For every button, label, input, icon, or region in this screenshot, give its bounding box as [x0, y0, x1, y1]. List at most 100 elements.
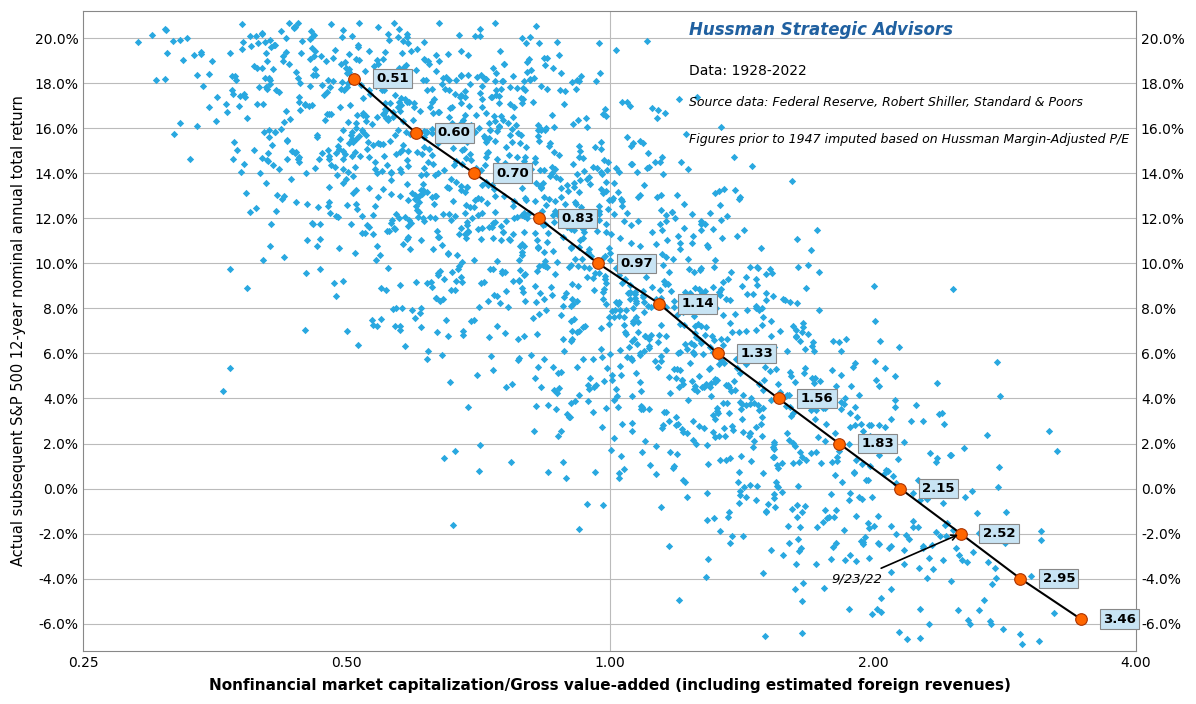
- Point: [456, 92, 475, 103]
- Point: [795, 363, 814, 374]
- Point: [341, 99, 360, 111]
- Point: [426, 190, 445, 201]
- Point: [266, 127, 285, 138]
- Point: [441, 285, 460, 296]
- Point: [401, 244, 420, 255]
- Point: [515, 84, 535, 95]
- Point: [585, 142, 604, 153]
- Point: [548, 388, 567, 399]
- Point: [462, 154, 481, 165]
- Point: [551, 191, 570, 203]
- Point: [660, 446, 679, 458]
- Point: [263, 160, 282, 171]
- Point: [548, 37, 567, 48]
- Point: [566, 253, 585, 265]
- Point: [410, 308, 429, 319]
- Point: [570, 145, 590, 156]
- Point: [885, 401, 904, 413]
- Point: [826, 537, 846, 548]
- Point: [504, 168, 523, 180]
- Point: [484, 111, 504, 122]
- Point: [283, 21, 303, 32]
- Point: [475, 72, 494, 83]
- Point: [490, 120, 509, 132]
- Point: [535, 165, 554, 176]
- Point: [957, 557, 976, 568]
- Point: [654, 406, 673, 417]
- Point: [568, 115, 587, 126]
- Point: [615, 320, 634, 331]
- Point: [822, 553, 841, 565]
- Point: [460, 120, 480, 132]
- Point: [667, 419, 687, 430]
- Point: [806, 404, 825, 415]
- Point: [262, 42, 281, 53]
- Point: [652, 351, 671, 362]
- Point: [458, 70, 477, 81]
- Point: [769, 463, 788, 474]
- Point: [852, 536, 871, 547]
- Point: [736, 346, 755, 357]
- Point: [249, 37, 268, 49]
- Point: [427, 225, 446, 237]
- Point: [673, 474, 692, 486]
- Point: [330, 243, 349, 254]
- Point: [860, 522, 879, 534]
- Point: [770, 386, 789, 397]
- Point: [471, 70, 490, 81]
- Point: [810, 266, 829, 277]
- Point: [731, 367, 750, 379]
- Point: [487, 153, 506, 165]
- Point: [669, 231, 688, 242]
- Point: [336, 57, 355, 68]
- Point: [628, 215, 647, 227]
- Point: [371, 282, 390, 294]
- Point: [841, 549, 860, 560]
- Point: [670, 594, 689, 605]
- Point: [429, 232, 448, 243]
- Point: [862, 491, 881, 503]
- Point: [356, 111, 376, 122]
- Point: [531, 181, 550, 192]
- Point: [397, 178, 416, 189]
- Point: [606, 263, 626, 274]
- Point: [536, 256, 555, 267]
- Point: [634, 291, 653, 303]
- Point: [356, 130, 376, 141]
- Point: [622, 258, 641, 270]
- Point: [392, 144, 411, 156]
- Point: [831, 396, 850, 408]
- Point: [609, 298, 628, 309]
- Point: [220, 264, 239, 275]
- Point: [646, 356, 665, 367]
- Point: [782, 176, 801, 187]
- Point: [295, 99, 315, 111]
- Text: 2.15: 2.15: [922, 482, 954, 495]
- Point: [684, 339, 703, 351]
- Point: [793, 627, 812, 639]
- Point: [560, 208, 579, 219]
- Point: [653, 224, 672, 235]
- Point: [517, 195, 536, 206]
- Point: [373, 53, 392, 64]
- Point: [764, 488, 783, 499]
- Point: [460, 149, 480, 160]
- Point: [128, 37, 147, 48]
- Point: [706, 254, 725, 265]
- Point: [917, 572, 936, 584]
- Point: [403, 304, 422, 315]
- Point: [722, 421, 742, 432]
- Point: [458, 226, 477, 237]
- Point: [220, 47, 239, 58]
- Point: [617, 263, 636, 275]
- Point: [657, 215, 676, 227]
- Point: [681, 358, 700, 369]
- Point: [612, 96, 631, 108]
- Point: [573, 232, 592, 244]
- Point: [443, 122, 462, 134]
- Point: [481, 124, 500, 135]
- Point: [582, 406, 602, 417]
- Point: [659, 372, 678, 383]
- Point: [537, 262, 556, 273]
- Point: [764, 341, 783, 353]
